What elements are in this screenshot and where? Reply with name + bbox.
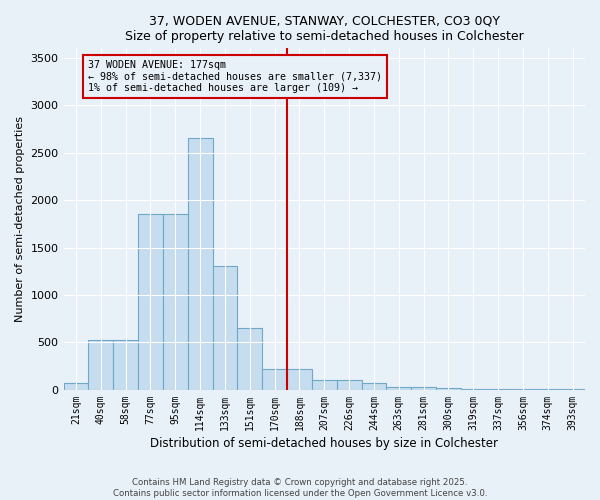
- Bar: [188, 138, 212, 390]
- Bar: [238, 328, 262, 390]
- Bar: [485, 389, 511, 390]
- Bar: [436, 388, 461, 390]
- Bar: [113, 340, 138, 390]
- Title: 37, WODEN AVENUE, STANWAY, COLCHESTER, CO3 0QY
Size of property relative to semi: 37, WODEN AVENUE, STANWAY, COLCHESTER, C…: [125, 15, 524, 43]
- Bar: [411, 387, 436, 390]
- Text: Contains HM Land Registry data © Crown copyright and database right 2025.
Contai: Contains HM Land Registry data © Crown c…: [113, 478, 487, 498]
- Bar: [312, 380, 337, 390]
- Bar: [64, 383, 88, 390]
- Bar: [212, 266, 238, 390]
- Bar: [163, 214, 188, 390]
- Bar: [262, 368, 287, 390]
- Bar: [461, 389, 485, 390]
- Bar: [386, 387, 411, 390]
- Bar: [287, 368, 312, 390]
- X-axis label: Distribution of semi-detached houses by size in Colchester: Distribution of semi-detached houses by …: [150, 437, 498, 450]
- Bar: [337, 380, 362, 390]
- Bar: [362, 383, 386, 390]
- Bar: [88, 340, 113, 390]
- Bar: [138, 214, 163, 390]
- Text: 37 WODEN AVENUE: 177sqm
← 98% of semi-detached houses are smaller (7,337)
1% of : 37 WODEN AVENUE: 177sqm ← 98% of semi-de…: [88, 60, 382, 93]
- Y-axis label: Number of semi-detached properties: Number of semi-detached properties: [15, 116, 25, 322]
